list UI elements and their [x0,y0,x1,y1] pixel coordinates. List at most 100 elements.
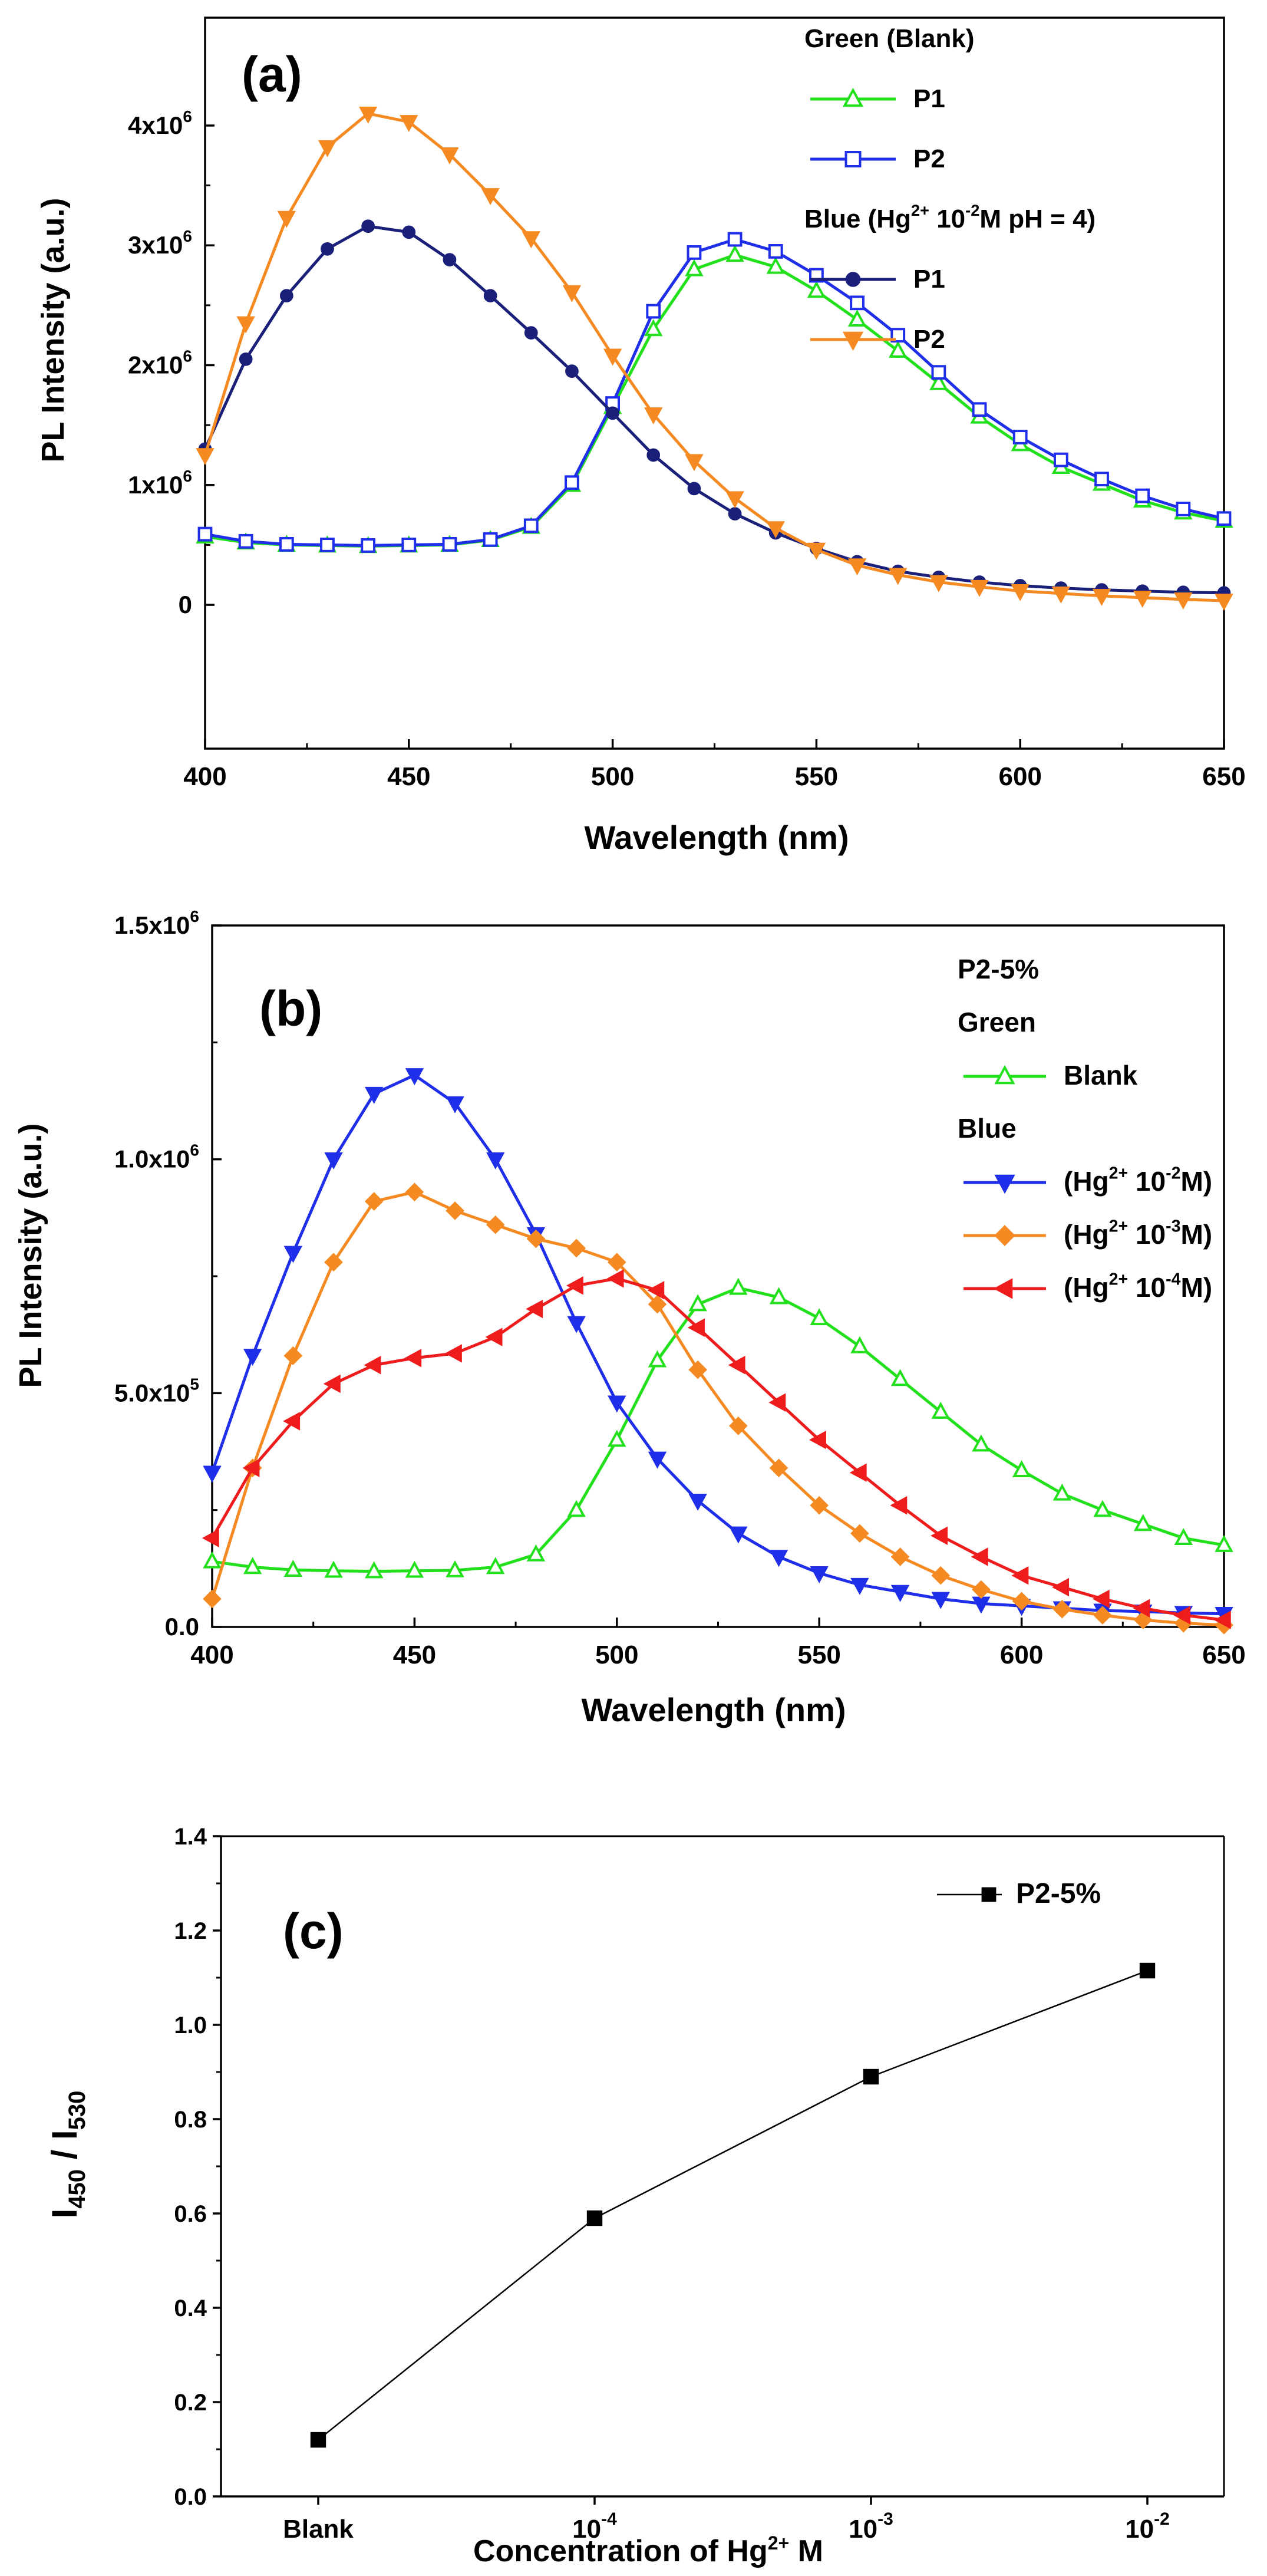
panel-0-series-3-point [847,558,867,576]
panel-1-series-3-point [283,1412,301,1431]
panel-1-series-2-point [931,1566,951,1585]
panel-1-series-2-point [324,1253,343,1272]
panel-1-series-2-point [567,1238,586,1258]
panel-c-ytick-label: 0.4 [174,2295,207,2321]
panel-1-series-2-point [972,1580,991,1599]
panel-1-series-0-point [1052,1483,1071,1501]
panel-1-series-2-point [1052,1600,1072,1619]
panel-0-series-0-point [644,319,663,337]
panel-0-series-2 [198,219,1231,600]
panel-0-series-3 [196,106,1233,611]
panel-1-series-1-point [810,1566,829,1583]
panel-0-series-2-point [483,289,497,302]
panel-0-series-0-point [889,340,908,358]
panel-0-series-3-point [1092,589,1111,607]
panel-1-series-3-point [606,1269,624,1288]
panel-b-chart: (b) Wavelength (nm) PL Intensity (a.u.) … [13,907,1246,1728]
panel-1-series-3-point [1173,1606,1191,1625]
panel-0-series-2-point [646,448,661,462]
panel-c-ylabel: I450 / I530 [45,2091,90,2219]
panel-1-series-1-point [486,1152,505,1170]
panel-1-series-0-point [526,1544,546,1562]
panel-1-series-3-point [364,1356,381,1375]
panel-1-series-0-point [972,1434,991,1452]
panel-1-series-3-point [1052,1577,1070,1597]
panel-1-series-0-point [1215,1534,1233,1552]
panel-0-series-2-point [321,242,334,256]
panel-0-series-3-point [1215,594,1233,611]
panel-0-series-1-point [1094,472,1109,487]
panel-1-series-3 [202,1269,1231,1629]
panel-1-series-0-point [769,1287,788,1305]
panel-0-legend-marker [844,151,862,167]
panel-0-ytick-label: 2x106 [128,347,192,379]
panel-1-series-0-point [405,1560,424,1578]
panel-0-xtick-label: 600 [998,762,1041,791]
panel-c-series-0 [310,1962,1156,2448]
panel-1-series-1-point [688,1494,707,1511]
panel-1-series-0-point [648,1350,667,1368]
panel-1-series-0-point [324,1560,343,1578]
panel-1-series-0-point [1174,1528,1193,1546]
panel-0-series-3-point [725,491,744,509]
panel-1-series-0-point [890,1369,910,1386]
panel-1-series-0-point [567,1500,586,1517]
panel-0-legend-marker [842,87,864,107]
panel-c-ytick-label: 0.0 [174,2484,207,2510]
panel-1-series-1-point [324,1152,343,1170]
panel-0-xtick-label: 400 [183,762,226,791]
panel-1-series-3-point [931,1526,948,1546]
panel-0-xtick-label: 500 [591,762,634,791]
panel-1-legend-label: (Hg2+ 10-4M) [1064,1270,1212,1303]
panel-1-series-0-point [203,1551,222,1569]
panel-1-series-1-point [405,1068,424,1086]
panel-0-series-1-point [972,402,987,417]
panel-1-series-2-point [526,1229,546,1249]
panel-1-series-1-point [243,1349,262,1366]
panel-0-ytick-label: 1x106 [128,467,192,499]
panel-0-ytick-label: 4x106 [128,107,192,139]
panel-1-series-3-point [849,1463,867,1482]
panel-0-series-2-point [728,507,742,521]
panel-0-series-1-point [401,538,417,552]
panel-0-series-3-point [807,542,826,560]
panel-1-series-0-point [243,1557,262,1574]
panel-0-series-2-point [443,253,457,266]
panel-0-xtick-label: 550 [795,762,838,791]
panel-0-series-3-point [889,568,908,585]
panel-1-ytick-label: 1.0x106 [114,1141,199,1173]
panel-0-series-3-line [203,111,1225,602]
panel-1-series-2-point [364,1192,384,1211]
panel-0-series-2-point [279,289,293,302]
panel-1-series-3-point [323,1374,341,1394]
panel-1-series-2-point [283,1346,303,1365]
panel-0-frame [204,17,1225,750]
panel-1-series-0-point [608,1429,626,1447]
panel-1-series-0-point [486,1557,505,1574]
panel-1-series-1-point [608,1395,626,1413]
panel-1-legend-header: Green [958,1007,1036,1037]
panel-1-xtick-label: 450 [393,1641,436,1669]
panel-1-series-2-point [769,1458,788,1478]
panel-c-series-point [586,2210,603,2226]
panel-0-series-1-point [1053,452,1068,467]
panel-1-series-0-point [810,1308,829,1326]
panel-1-series-3-point [1092,1589,1110,1609]
panel-1-xtick-label: 650 [1202,1641,1245,1669]
panel-1-series-3-point [647,1281,665,1300]
panel-1-legend-header: P2-5% [958,954,1039,984]
panel-1-series-0-point [1093,1500,1112,1517]
panel-c-ytick-label: 1.4 [174,1824,207,1850]
panel-1-series-2-point [1093,1606,1112,1625]
panel-c-ytick-label: 0.8 [174,2107,207,2133]
panel-1-series-0-point [1012,1460,1031,1477]
panel-1-series-3-point [1133,1599,1150,1618]
panel-0-series-1 [197,232,1232,553]
panel-0-series-2-point [687,482,701,496]
panel-0-series-1-point [727,232,743,247]
panel-1-series-2-point [446,1201,464,1220]
panel-1-series-0-point [283,1560,303,1577]
panel-0-series-2-point [606,406,619,420]
panel-0-series-1-point [850,295,865,311]
panel-1-series-2-point [1012,1592,1031,1611]
